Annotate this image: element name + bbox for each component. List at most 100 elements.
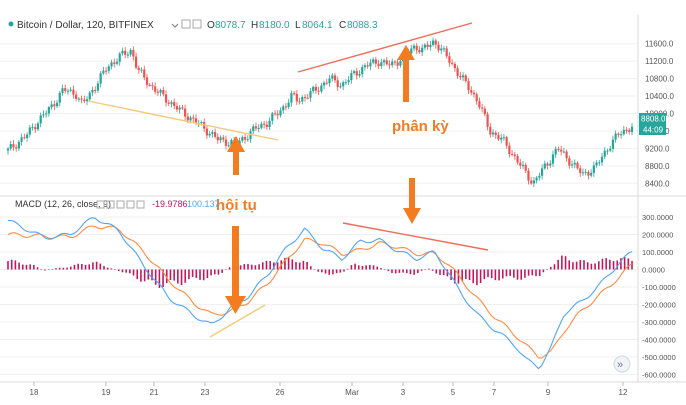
macd-hist-bar [572,262,574,270]
down-arrow-divergence [403,178,421,224]
macd-hist-bar [531,269,534,276]
macd-hist-bar [143,269,146,282]
candle-body [151,85,154,87]
candle-body [426,44,429,48]
candle-body [339,86,342,88]
macd-title[interactable]: MACD (12, 26, close, 9) [15,199,111,209]
candle-body [464,75,467,82]
candle-body [298,101,301,103]
macd-hist-bar [177,269,179,284]
macd-hist-bar [343,269,345,272]
macd-hist-bar [287,257,290,270]
up-arrow-divergence [397,45,415,102]
macd-hist-bar [612,261,615,270]
candle-body [595,162,598,166]
time-tick-label: 12 [619,388,628,397]
macd-hist-bar [601,258,604,270]
candle-body [475,94,478,102]
macd-hist-bar [391,269,393,274]
macd-tick-label: -600.0000 [642,371,676,380]
candle-body [606,150,609,152]
candle-body [276,113,279,116]
macd-hist-bar [568,260,571,270]
candle-body [64,88,67,91]
macd-hist-bar [627,258,630,270]
macd-hist-bar [114,269,116,270]
candle-body [208,133,211,136]
macd-hist-bar [29,264,31,270]
candle-body [363,65,367,68]
candle-body [45,113,48,115]
candle-body [271,113,274,121]
visibility-icon[interactable] [192,19,202,29]
candle-body [451,62,454,64]
macd-hist-bar [269,261,271,270]
symbol-title[interactable]: Bitcoin / Dollar, 120, BITFINEX [17,20,154,31]
candle-body [99,73,102,84]
candle-body [192,117,195,119]
candle-body [224,139,228,146]
candle-body [497,135,500,140]
macd-hist-bar [405,269,408,274]
macd-hist-bar [498,269,500,281]
time-tick-label: 5 [451,388,456,397]
macd-hist-bar [295,262,297,270]
macd-hist-bar [99,263,102,270]
candle-body [227,145,230,147]
candle-body [252,126,255,132]
macd-hist-bar [424,269,427,270]
macd-tick-label: -100.0000 [642,283,676,292]
candle-body [415,45,418,51]
macd-hist-bar [357,265,360,270]
candle-body [576,162,579,169]
macd-hist-bar [350,265,353,270]
candle-body [148,84,151,86]
candle-body [527,170,530,181]
macd-hist-bar [383,269,386,270]
candle-body [124,50,127,55]
macd-settings-icons[interactable] [96,200,145,209]
macd-hist-bar [140,269,142,282]
support-trendline [87,100,279,141]
scroll-right-button[interactable]: » [613,355,631,373]
candle-body [159,89,162,93]
macd-hist-bar [243,264,246,270]
candle-body [85,99,89,102]
macd-hist-bar [110,268,113,270]
chevron-down-icon[interactable] [171,23,179,28]
candle-body [350,73,353,81]
candle-body [230,140,233,146]
candle-body [385,60,388,65]
price-panel[interactable]: 11600.011200.010800.010400.010000.09600.… [0,15,674,195]
candle-body [382,60,386,63]
candle-body [486,114,489,127]
macd-hist-bar [575,261,578,270]
candle-body [94,90,97,92]
macd-hist-bar [106,267,109,270]
candle-body [609,148,612,151]
candle-body [614,133,617,140]
macd-hist-bar [191,269,194,277]
macd-hist-bar [284,257,286,270]
macd-hist-bar [40,269,43,270]
candle-body [241,137,244,141]
time-axis[interactable]: 18 19 21 23 26 Mar 3 5 7 9 12 [30,382,628,397]
time-tick-label: 9 [546,388,551,397]
candle-body [69,89,72,91]
macd-hist-bar [258,264,260,270]
candle-body [42,114,45,116]
macd-panel[interactable]: 300.0000 200.0000 100.0000 0.0000 -100.0000 -… [0,178,676,380]
candle-body [491,132,495,135]
candle-body [309,91,312,98]
settings-icon[interactable] [181,19,191,29]
candle-body [423,44,427,48]
candle-body [453,63,456,69]
macd-hist-bar [147,269,150,280]
candle-body [162,89,165,95]
macd-hist-bar [184,269,187,283]
macd-hist-bar [332,269,334,275]
candle-body [72,89,75,95]
candle-body [295,93,298,102]
macd-hist-bar [453,269,456,284]
macd-hist-bar [605,258,607,270]
